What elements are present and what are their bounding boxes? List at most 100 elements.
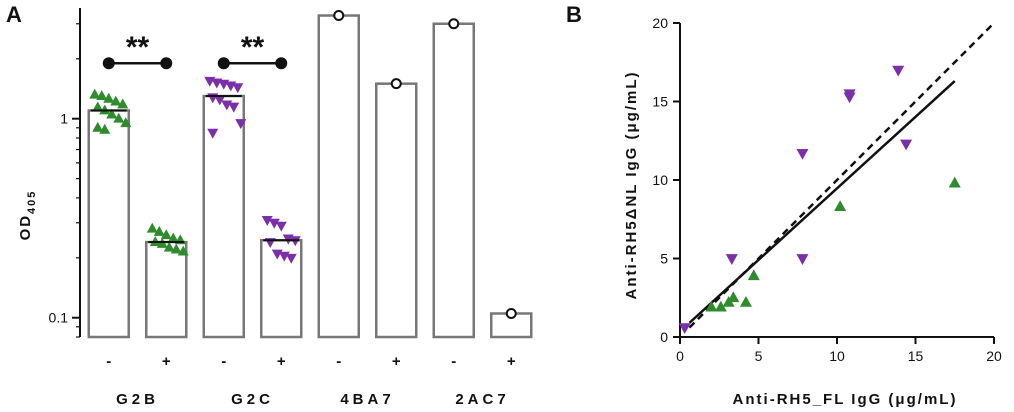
identity-line-dashed (688, 22, 995, 329)
scatter-point-triangle-up (739, 295, 752, 307)
panel-b-y-axis-label: Anti-RH5ΔNL IgG (μg/mL) (623, 71, 640, 300)
panel-a-y-tick-label: 1 (60, 111, 68, 127)
panel-b: B Anti-RH5ΔNL IgG (μg/mL) Anti-RH5_FL Ig… (566, 2, 1002, 408)
significance-endpoint (217, 57, 230, 70)
significance-label: ** (241, 31, 265, 64)
data-point-triangle-down (235, 119, 247, 130)
data-point-circle (390, 78, 402, 90)
x-sign-label: + (507, 353, 516, 370)
x-group-label: G2B (116, 391, 159, 408)
bar (317, 14, 360, 339)
data-point-triangle-down (261, 215, 273, 226)
data-point-triangle-up (99, 123, 111, 134)
x-sign-label: + (392, 353, 401, 370)
data-point-triangle-up (117, 98, 129, 109)
data-point-triangle-up (163, 241, 175, 252)
panel-a-axes: 10.1 (49, 8, 81, 338)
data-point-triangle-up (89, 88, 101, 99)
data-point-triangle-up (167, 232, 179, 243)
panel-a-y-axis-label: OD405 (17, 190, 38, 241)
data-point-triangle-down (285, 253, 297, 264)
significance-endpoint (160, 57, 173, 70)
data-point-triangle-up (160, 229, 172, 240)
data-point-triangle-up (106, 108, 118, 119)
panel-b-y-axis-label-text: Anti-RH5ΔNL IgG (μg/mL) (623, 71, 640, 300)
scatter-point-triangle-down (892, 65, 905, 77)
x-sign-label: - (221, 353, 226, 370)
scatter-point-triangle-down (843, 89, 856, 101)
data-point-triangle-down (214, 95, 226, 106)
panel-b-x-tick-label: 5 (755, 348, 763, 364)
data-point-triangle-down (207, 128, 219, 139)
panel-b-fit-lines (688, 22, 995, 329)
scatter-point-triangle-down (900, 139, 913, 151)
data-point-triangle-up (96, 90, 108, 100)
panel-a-y-tick-label: 0.1 (49, 310, 69, 326)
scatter-point-triangle-down (796, 148, 809, 160)
significance-endpoint (102, 57, 115, 70)
bar (87, 109, 130, 339)
x-sign-label: - (106, 353, 111, 370)
svg-text:OD405: OD405 (17, 190, 38, 241)
panel-b-y-tick-label: 5 (660, 251, 668, 267)
panel-a: A OD405 10.1 ** ** - + - + - + - +G2B G2C 4BA7 2AC7 (6, 2, 533, 408)
scatter-point-triangle-up (948, 176, 961, 188)
panel-b-y-tick-label: 0 (660, 329, 668, 345)
panel-b-axes: 0 5 10 15 20 0 5 10 15 20 (652, 15, 1002, 364)
panel-b-y-tick-label: 10 (652, 172, 668, 188)
panel-b-letter: B (566, 2, 582, 27)
scatter-point-triangle-up (727, 291, 740, 303)
panel-a-y-axis-label-main: OD (17, 214, 34, 241)
data-point-circle (505, 307, 517, 319)
data-point-triangle-up (92, 121, 104, 132)
scatter-point-triangle-up (714, 300, 727, 312)
scatter-point-triangle-down (678, 323, 691, 335)
scatter-point-triangle-down (725, 254, 738, 265)
bar (432, 22, 475, 339)
data-point-triangle-up (170, 243, 182, 254)
x-sign-label: + (162, 353, 171, 370)
panel-a-significance: ** ** (102, 31, 288, 70)
data-point-triangle-down (232, 83, 244, 94)
x-sign-label: - (336, 353, 341, 370)
panel-b-x-tick-label: 10 (829, 348, 845, 364)
data-point-triangle-up (110, 95, 122, 106)
panel-b-x-tick-label: 15 (908, 348, 924, 364)
data-point-triangle-up (92, 101, 104, 112)
panel-a-y-axis-label-sub: 405 (26, 190, 38, 214)
x-group-label: 2AC7 (455, 391, 509, 408)
panel-b-y-tick-label: 15 (652, 94, 668, 110)
panel-a-letter: A (6, 2, 22, 27)
data-point-triangle-down (275, 221, 287, 232)
bar (145, 240, 188, 339)
data-point-circle (448, 18, 460, 30)
data-point-triangle-up (177, 245, 189, 256)
regression-line-solid (688, 80, 956, 324)
x-group-label: 4BA7 (340, 391, 394, 408)
x-group-label: G2C (231, 391, 274, 408)
data-point-triangle-up (103, 92, 115, 103)
panel-a-points (89, 10, 517, 319)
bar (375, 82, 418, 339)
panel-a-bars (87, 14, 533, 339)
data-point-triangle-down (268, 218, 280, 229)
panel-b-y-tick-label: 20 (652, 15, 668, 31)
data-point-triangle-up (146, 222, 158, 233)
panel-b-x-tick-label: 0 (676, 348, 684, 364)
scatter-point-triangle-up (834, 200, 847, 212)
scatter-point-triangle-up (747, 269, 760, 281)
data-point-triangle-up (120, 117, 132, 128)
data-point-circle (333, 10, 345, 22)
significance-endpoint (275, 57, 288, 70)
panel-b-x-tick-label: 20 (986, 348, 1002, 364)
bar (202, 94, 245, 339)
x-sign-label: + (277, 353, 286, 370)
panel-b-points (678, 65, 961, 335)
panel-b-x-axis-label: Anti-RH5_FL IgG (μg/mL) (733, 391, 958, 408)
data-point-triangle-down (228, 102, 240, 113)
significance-label: ** (126, 31, 150, 64)
scatter-point-triangle-down (796, 254, 809, 265)
panel-a-x-labels: - + - + - + - + G2B G2C 4BA7 2AC7 (106, 353, 516, 408)
data-point-triangle-up (113, 112, 125, 123)
